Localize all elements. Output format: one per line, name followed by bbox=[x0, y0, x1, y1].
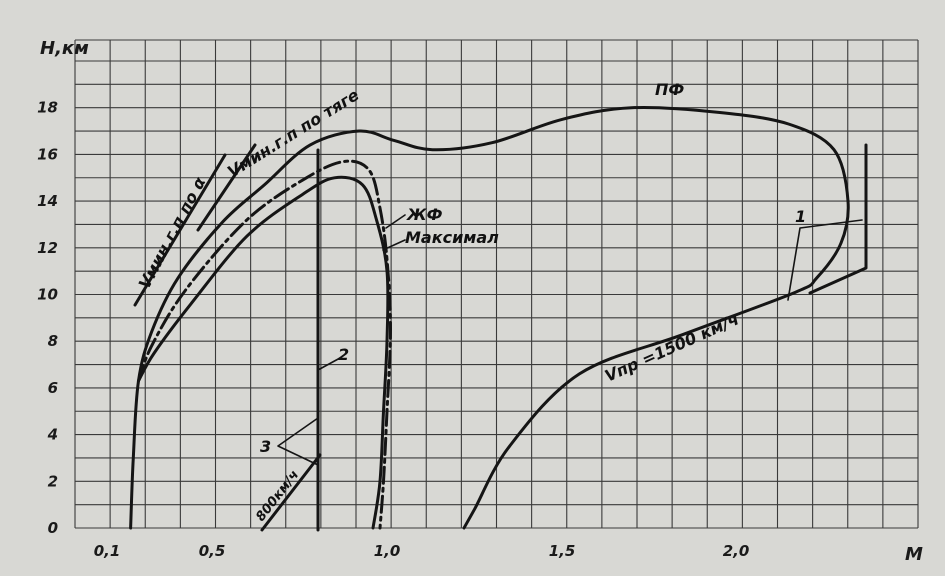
x-axis-label: M bbox=[905, 544, 923, 565]
x-tick-label: 0,5 bbox=[199, 542, 226, 560]
x-tick-label: 1,5 bbox=[549, 542, 576, 560]
label-800: 800км/ч bbox=[253, 468, 302, 525]
leader-1 bbox=[787, 219, 863, 301]
y-axis-label: H,км bbox=[40, 38, 89, 59]
label-zhf: ЖФ bbox=[406, 205, 443, 224]
x-tick-label: 0,1 bbox=[94, 542, 121, 560]
leader-zhf bbox=[385, 214, 406, 229]
y-tick-label: 14 bbox=[37, 192, 58, 210]
y-tick-label: 12 bbox=[37, 239, 58, 257]
leader-maximal bbox=[382, 239, 406, 251]
vpr-extension-line bbox=[808, 143, 868, 295]
label-1: 1 bbox=[795, 207, 806, 226]
leader-3 bbox=[277, 417, 319, 466]
x-tick-label: 2,0 bbox=[723, 542, 750, 560]
speed-800-line bbox=[260, 453, 322, 532]
y-tick-label: 10 bbox=[37, 286, 58, 304]
series-zhf-line bbox=[137, 159, 392, 530]
y-tick-label: 0 bbox=[48, 519, 58, 537]
label-2: 2 bbox=[338, 345, 349, 364]
label-maximal: Максимал bbox=[405, 228, 499, 247]
leader-2 bbox=[317, 357, 341, 371]
label-pf: ПФ bbox=[655, 80, 684, 99]
y-tick-label: 2 bbox=[48, 472, 58, 490]
y-tick-label: 8 bbox=[48, 332, 58, 350]
series-group bbox=[129, 105, 850, 530]
vmin-alpha-line bbox=[133, 153, 227, 307]
series-maximal-line bbox=[137, 175, 390, 530]
x-tick-label: 1,0 bbox=[374, 542, 401, 560]
x-tick-labels: 0,1 0,5 1,0 1,5 2,0 bbox=[94, 542, 750, 560]
y-tick-label: 16 bbox=[37, 145, 58, 163]
y-tick-labels: 0 2 4 6 8 10 12 14 16 18 bbox=[37, 99, 58, 537]
grid bbox=[74, 39, 919, 529]
y-tick-label: 4 bbox=[47, 426, 58, 444]
label-3: 3 bbox=[260, 437, 271, 456]
vmin-thrust-extension bbox=[196, 143, 257, 232]
y-tick-label: 18 bbox=[37, 99, 58, 117]
y-tick-label: 6 bbox=[48, 379, 58, 397]
series-pf-line bbox=[129, 105, 850, 530]
